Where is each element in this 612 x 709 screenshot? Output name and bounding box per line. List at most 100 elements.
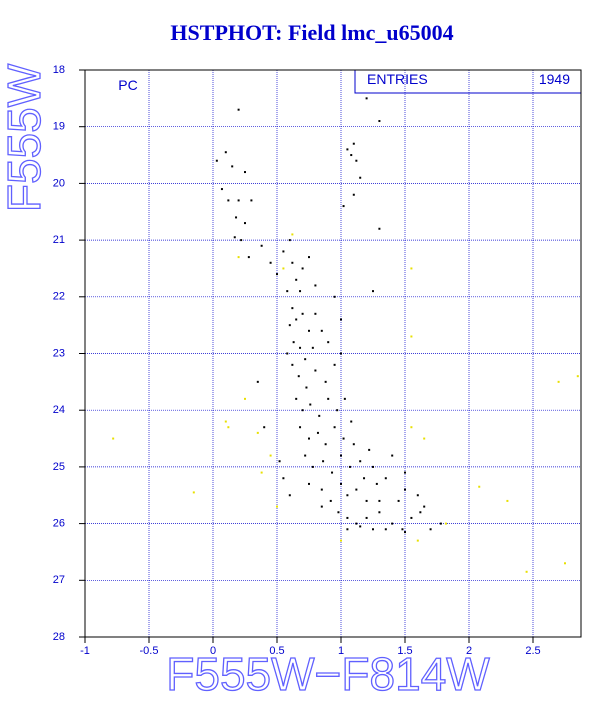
point [292, 341, 295, 344]
point [348, 465, 351, 468]
point [423, 505, 426, 508]
y-axis-label: F555W [0, 63, 50, 212]
point [220, 188, 223, 191]
point [363, 477, 366, 480]
point [314, 284, 317, 287]
point [299, 346, 302, 349]
x-tick-label: 2.5 [525, 645, 540, 657]
point [318, 414, 321, 417]
point [355, 522, 358, 525]
point [397, 499, 400, 502]
point [333, 426, 336, 429]
point [350, 420, 353, 423]
point [263, 426, 266, 429]
point [346, 528, 349, 531]
point [359, 460, 362, 463]
point [301, 312, 304, 315]
point [391, 454, 394, 457]
point [227, 199, 230, 202]
point [365, 516, 368, 519]
point [224, 420, 227, 423]
point [372, 465, 374, 468]
point [324, 443, 327, 446]
point [423, 437, 426, 440]
chart-title: HSTPHOT: Field lmc_u65004 [170, 20, 453, 45]
point [112, 437, 115, 440]
y-tick-label: 24 [53, 404, 65, 416]
point [235, 216, 238, 219]
point [288, 494, 291, 497]
point [311, 465, 314, 468]
point [269, 454, 272, 457]
point [286, 290, 289, 293]
point [365, 499, 368, 502]
point [308, 256, 310, 259]
point [384, 477, 387, 480]
point [295, 397, 298, 400]
point [244, 397, 246, 400]
point [352, 142, 355, 145]
point [327, 397, 330, 400]
point [378, 511, 381, 514]
point [282, 250, 285, 253]
point [291, 233, 294, 236]
point [359, 525, 362, 528]
point [256, 431, 259, 434]
stats-label: ENTRIES [367, 71, 428, 87]
x-tick-label: -0.5 [140, 645, 159, 657]
point [282, 267, 285, 270]
point [297, 375, 300, 378]
point [404, 488, 406, 491]
point [250, 199, 253, 202]
x-tick-label: 0.5 [269, 645, 284, 657]
plot-frame [84, 69, 582, 638]
point [391, 522, 394, 525]
point [260, 244, 263, 247]
point [276, 273, 278, 276]
point [237, 108, 240, 111]
point [564, 562, 566, 565]
point [215, 159, 218, 162]
point [340, 454, 342, 457]
point [439, 522, 442, 525]
x-tick-label: 0 [210, 645, 216, 657]
point [227, 426, 230, 429]
point [278, 460, 281, 463]
point [372, 290, 374, 293]
point [240, 239, 243, 242]
point [352, 443, 355, 446]
point [375, 482, 378, 485]
point [282, 477, 285, 480]
point [416, 494, 419, 497]
point [322, 460, 325, 463]
point [506, 499, 509, 502]
point [336, 409, 339, 412]
point [299, 290, 302, 293]
point [401, 528, 404, 531]
point [301, 267, 304, 270]
point [314, 312, 317, 315]
point [256, 380, 259, 383]
point [525, 570, 528, 573]
point [340, 318, 342, 321]
point [286, 352, 289, 355]
point [237, 256, 240, 259]
y-tick-label: 21 [53, 234, 65, 246]
y-tick-label: 25 [53, 461, 65, 473]
point [378, 499, 381, 502]
x-tick-label: 1.5 [397, 645, 412, 657]
point [576, 375, 579, 378]
point [320, 488, 323, 491]
point [291, 307, 294, 310]
stats-value: 1949 [539, 71, 570, 87]
y-tick-label: 26 [53, 518, 65, 530]
point [346, 148, 349, 151]
point [291, 261, 294, 264]
point [304, 358, 307, 361]
point [333, 295, 336, 298]
point [410, 516, 413, 519]
point [342, 437, 345, 440]
point [327, 341, 330, 344]
point [346, 516, 349, 519]
